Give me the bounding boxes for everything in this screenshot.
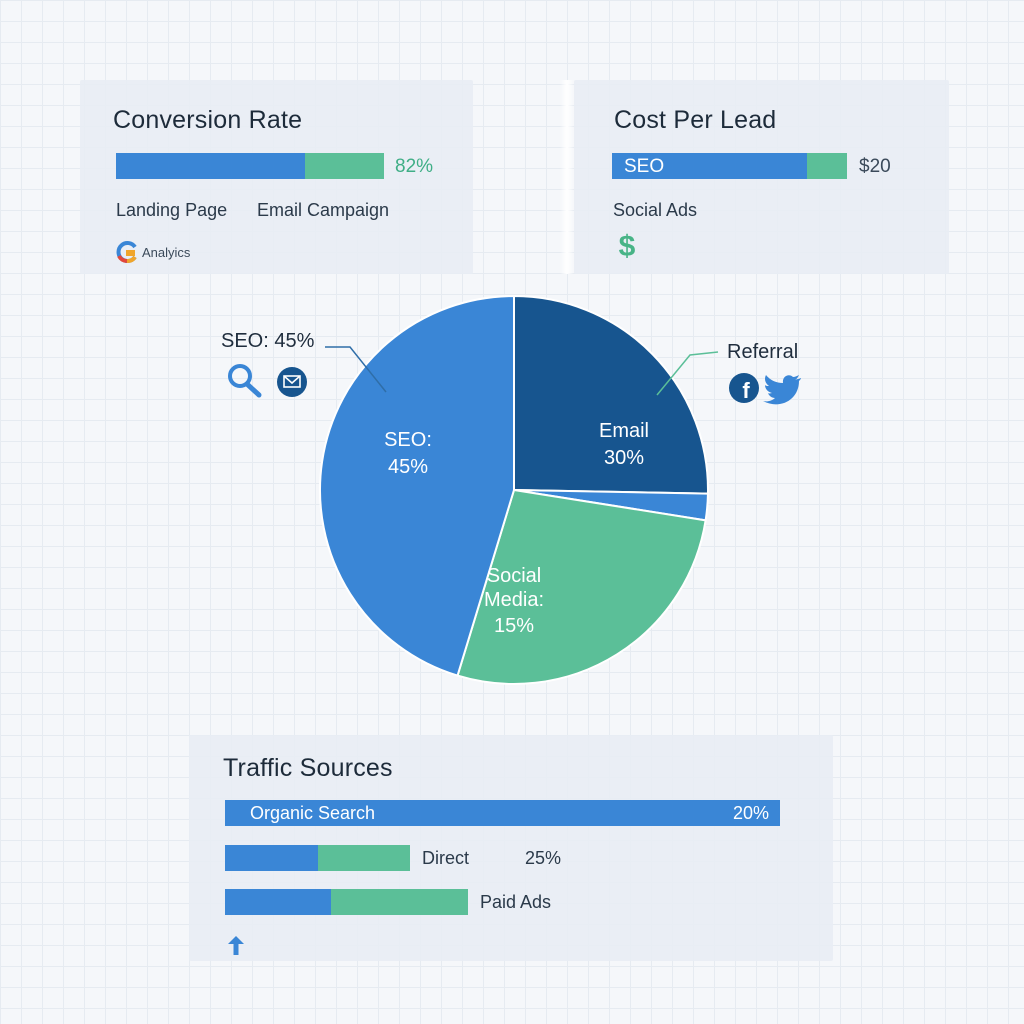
paid-ads-bar-segment-green	[331, 889, 468, 915]
pie-slice-label-0: SEO: 45%	[384, 429, 432, 478]
cost-per-lead-title: Cost Per Lead	[614, 106, 777, 134]
cpl-bar-segment-seo	[612, 153, 807, 179]
facebook-icon: f	[729, 373, 759, 403]
arrow-up-icon	[228, 936, 244, 955]
pie-slice-label-3: Social Media: 15%	[484, 565, 544, 637]
dollar-icon: $	[619, 230, 636, 262]
paid-ads-bar-segment-blue	[225, 889, 331, 915]
landing-page-label: Landing Page	[116, 200, 228, 220]
traffic-sources-card: Traffic Sources Organic Search 20% Direc…	[189, 735, 833, 961]
traffic-sources-title: Traffic Sources	[223, 754, 393, 782]
svg-text:$: $	[619, 230, 636, 262]
callout-referral-label: Referral	[727, 341, 798, 363]
cost-per-lead-card: Cost Per Lead SEO $20 Social Ads $	[574, 80, 949, 274]
analytics-logo-icon	[116, 241, 137, 263]
cpl-bar-segment-other	[807, 153, 847, 179]
organic-search-bar	[225, 800, 780, 826]
pie-slice-2	[456, 488, 707, 685]
conversion-value-label: 82%	[395, 156, 434, 177]
conversion-rate-title: Conversion Rate	[113, 106, 303, 134]
callout-referral-line	[656, 351, 719, 396]
social-ads-label: Social Ads	[613, 200, 698, 220]
mail-icon	[277, 367, 307, 397]
direct-bar-segment-blue	[225, 845, 318, 871]
card-divider-glow	[560, 80, 574, 274]
conversion-bar-segment-landing	[116, 153, 305, 179]
cpl-bar-label: SEO	[624, 156, 665, 177]
pie-slice-label-2: Email 30%	[599, 420, 649, 469]
organic-search-value: 20%	[733, 803, 770, 823]
direct-bar-segment-green	[318, 845, 410, 871]
pie-slice-0	[513, 294, 709, 495]
svg-text:f: f	[742, 378, 750, 403]
organic-search-label: Organic Search	[250, 803, 376, 823]
email-campaign-label: Email Campaign	[257, 200, 390, 220]
callout-seo-line	[325, 346, 387, 393]
conversion-rate-card: Conversion Rate 82% Landing Page Email C…	[80, 80, 473, 274]
twitter-icon	[763, 375, 801, 405]
conversion-bar-segment-email	[305, 153, 384, 179]
search-icon	[228, 364, 262, 398]
cpl-value-label: $20	[859, 156, 891, 177]
analytics-logo-text: Analyics	[142, 245, 191, 260]
callout-seo-label: SEO: 45%	[221, 330, 315, 352]
direct-value: 25%	[525, 848, 562, 868]
paid-ads-label: Paid Ads	[480, 892, 552, 912]
direct-label: Direct	[422, 848, 470, 868]
pie-slice-3	[319, 294, 515, 677]
